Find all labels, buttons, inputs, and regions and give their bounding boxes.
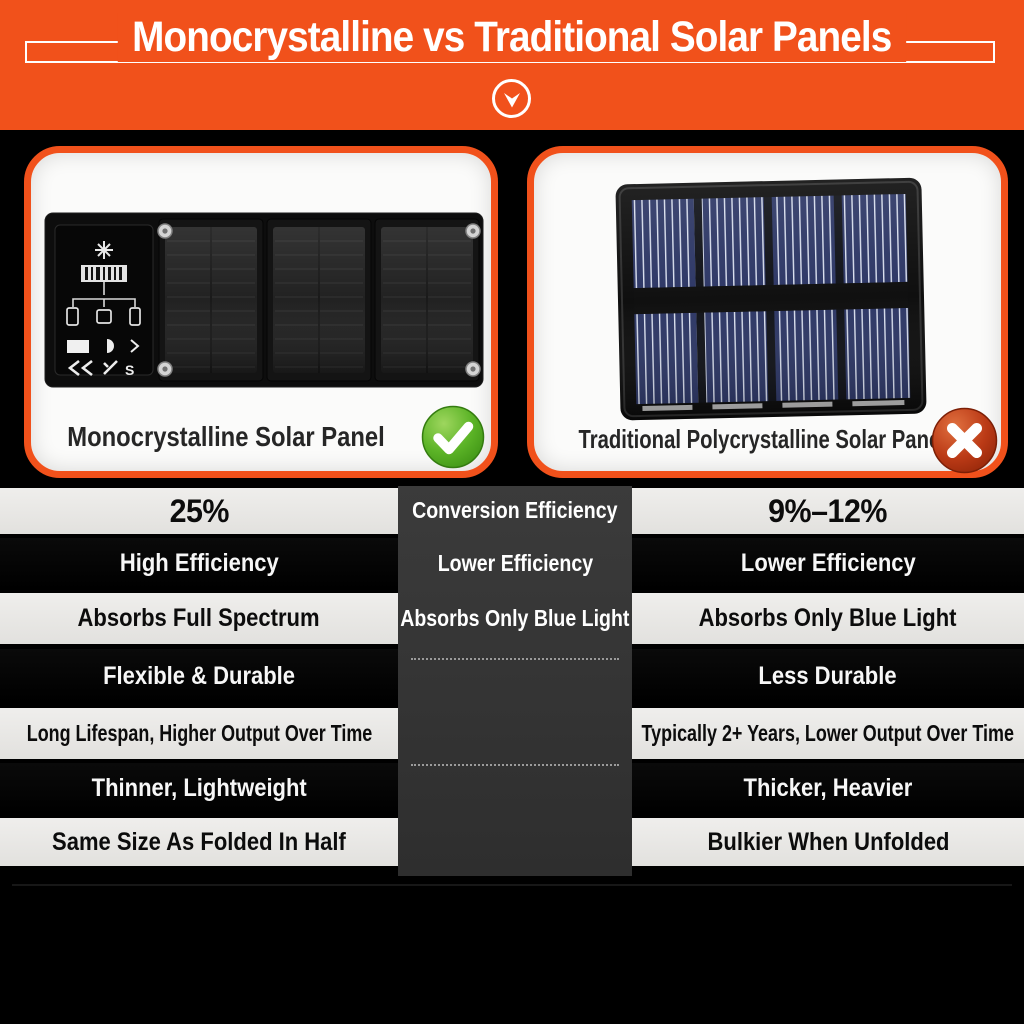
table-row: Same Size As Folded In Half Bulkier When… <box>0 818 1024 866</box>
polycrystalline-panel-image <box>615 177 927 421</box>
table-cell-left: Flexible & Durable <box>103 661 295 690</box>
table-cell-right: Less Durable <box>758 661 898 690</box>
dotted-divider <box>411 658 619 660</box>
table-cell-center: Absorbs Only Blue Light <box>400 605 630 631</box>
table-row: Long Lifespan, Higher Output Over Time T… <box>0 708 1024 759</box>
check-badge <box>421 405 485 469</box>
table-cell-left: Long Lifespan, Higher Output Over Time <box>0 708 398 759</box>
table-row: Absorbs Full Spectrum Absorbs Only Blue … <box>0 593 1024 644</box>
table-cell-left: 25% <box>0 488 398 534</box>
table-cell-left: Thinner, Lightweight <box>91 774 307 802</box>
table-cell-left: Same Size As Folded In Half <box>0 818 398 866</box>
monocrystalline-panel-image: S <box>44 212 484 388</box>
table-cell-right: Absorbs Only Blue Light <box>632 593 1024 644</box>
table-cell-left: High Efficiency <box>119 549 279 577</box>
table-cell-center: Lower Efficiency <box>437 549 593 576</box>
center-column: Conversion Efficiency Lower Efficiency A… <box>398 486 632 876</box>
table-cell-right: Lower Efficiency <box>740 549 916 577</box>
header-banner: Monocrystalline vs Traditional Solar Pan… <box>0 0 1024 130</box>
table-cell-right: Bulkier When Unfolded <box>632 818 1024 866</box>
page-title-wrap: Monocrystalline vs Traditional Solar Pan… <box>0 13 1024 62</box>
table-row: 25% 9%–12% <box>0 488 1024 534</box>
card-polycrystalline: Traditional Polycrystalline Solar Panel <box>527 146 1008 478</box>
scroll-down-indicator <box>492 79 531 118</box>
card-label-polycrystalline: Traditional Polycrystalline Solar Panel <box>578 424 946 454</box>
card-monocrystalline: S <box>24 146 498 478</box>
page-title: Monocrystalline vs Traditional Solar Pan… <box>117 13 907 62</box>
card-label-monocrystalline: Monocrystalline Solar Panel <box>67 421 385 452</box>
svg-text:S: S <box>125 362 134 378</box>
footer-divider-line <box>12 884 1012 886</box>
cross-icon <box>946 422 983 459</box>
table-cell-left: Absorbs Full Spectrum <box>0 593 398 644</box>
table-cell-right: Thicker, Heavier <box>743 774 913 802</box>
chevron-down-icon <box>503 92 520 107</box>
table-cell-right: Typically 2+ Years, Lower Output Over Ti… <box>632 708 1024 759</box>
dotted-divider <box>411 764 619 766</box>
table-cell-right: 9%–12% <box>632 488 1024 534</box>
table-cell-center: Conversion Efficiency <box>412 497 618 523</box>
cross-badge <box>931 407 998 474</box>
check-icon <box>433 421 474 455</box>
